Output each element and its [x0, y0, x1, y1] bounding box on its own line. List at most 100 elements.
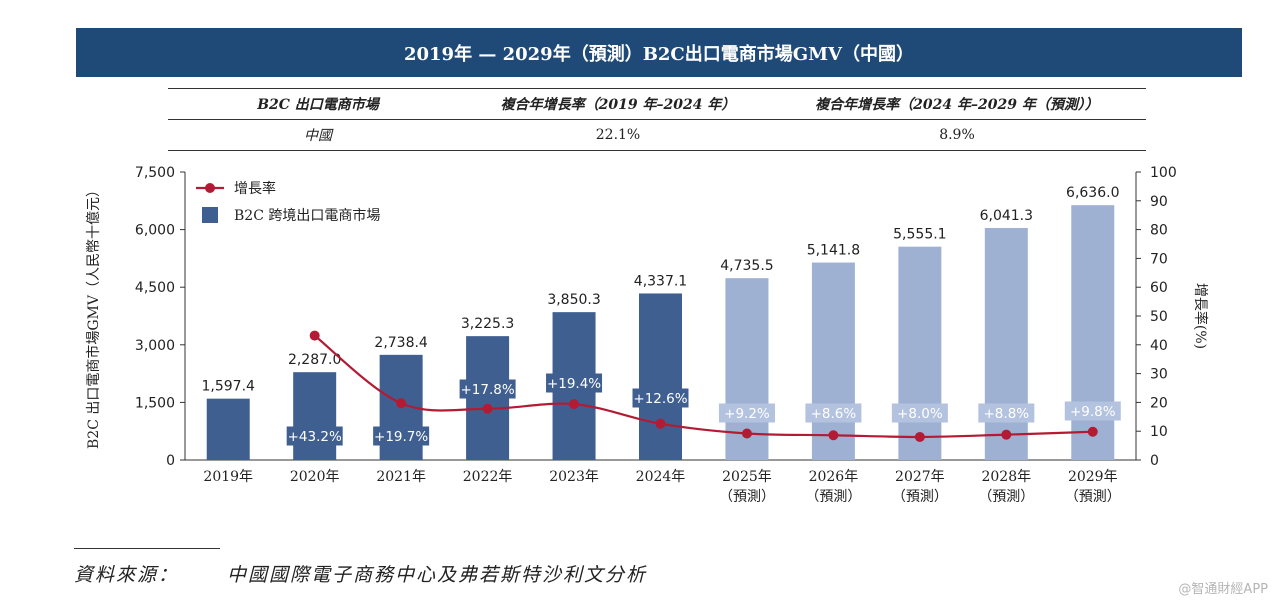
x-tick-label: 2019年	[203, 469, 253, 485]
x-tick-label: 2026年	[809, 469, 859, 485]
right-tick-label: 70	[1150, 251, 1168, 267]
growth-point	[309, 330, 320, 341]
bar-value-label: 6,636.0	[1066, 185, 1119, 201]
bar-value-label: 6,041.3	[980, 208, 1033, 224]
left-tick-label: 1,500	[135, 395, 175, 411]
bar-7	[811, 262, 855, 460]
growth-point	[396, 398, 407, 409]
growth-point	[1001, 429, 1012, 440]
growth-label-box	[546, 373, 603, 393]
growth-label-box	[1064, 401, 1121, 421]
legend-line-label: 增長率	[234, 180, 276, 197]
growth-label: +17.8%	[460, 382, 514, 398]
left-axis-title: B2C 出口電商市場GMV（人民幣十億元）	[85, 183, 102, 449]
x-tick-label: 2021年	[376, 469, 426, 485]
bar-value-label: 4,735.5	[720, 258, 773, 274]
cagr-cell-2024-2029: 8.9%	[939, 127, 975, 143]
growth-label: +19.4%	[547, 376, 601, 392]
growth-label: +9.8%	[1070, 404, 1116, 420]
cagr-table: B2C 出口電商市場 複合年增長率（2019 年–2024 年） 複合年增長率（…	[168, 88, 1146, 151]
left-tick-label: 6,000	[135, 223, 175, 239]
bar-0	[206, 398, 250, 460]
watermark: @智通財經APP	[1178, 582, 1268, 597]
bar-value-label: 3,850.3	[547, 292, 600, 308]
legend-line-marker	[205, 183, 215, 193]
x-tick-label: 2027年	[895, 469, 945, 485]
x-tick-label: 2020年	[290, 469, 340, 485]
left-tick-label: 4,500	[135, 280, 175, 296]
growth-label-box	[459, 379, 516, 399]
growth-point	[569, 399, 580, 410]
bar-value-label: 2,738.4	[374, 335, 428, 351]
right-tick-label: 20	[1150, 395, 1168, 411]
growth-label: +43.2%	[288, 429, 342, 445]
cagr-cell-2019-2024: 22.1%	[595, 127, 641, 143]
cagr-header-row: B2C 出口電商市場 複合年增長率（2019 年–2024 年） 複合年增長率（…	[168, 88, 1146, 120]
bar-value-label: 5,555.1	[893, 227, 946, 243]
left-tick-label: 7,500	[135, 165, 175, 181]
x-tick-label: （預測）	[1065, 489, 1121, 505]
x-tick-label: （預測）	[892, 489, 948, 505]
growth-label-box	[805, 403, 862, 423]
x-tick-label: 2028年	[981, 469, 1031, 485]
growth-label: +8.0%	[897, 406, 943, 422]
left-tick-label: 0	[166, 453, 175, 469]
x-tick-label: （預測）	[719, 489, 775, 505]
cagr-header-2019-2024: 複合年增長率（2019 年–2024 年）	[500, 97, 736, 113]
right-tick-label: 0	[1150, 453, 1159, 469]
bar-value-label: 3,225.3	[461, 316, 514, 332]
source-label: 資料來源：	[74, 564, 180, 586]
cagr-cell-market: 中國	[304, 128, 332, 144]
bar-1	[293, 372, 337, 460]
bar-8	[898, 246, 942, 460]
gmv-chart: 0 1,500 3,000 4,500 6,000 7,500 0 10 20 30 40 50 60 7…	[85, 165, 1209, 505]
right-tick-label: 30	[1150, 367, 1168, 383]
growth-point	[482, 403, 493, 414]
growth-label: +9.2%	[724, 406, 770, 422]
growth-label-box	[978, 403, 1035, 423]
x-tick-label: 2029年	[1068, 469, 1118, 485]
bar-value-label: 5,141.8	[807, 243, 860, 259]
source-text: 中國國際電子商務中心及弗若斯特沙利文分析	[227, 564, 648, 586]
right-tick-label: 60	[1150, 280, 1168, 296]
left-tick-label: 3,000	[135, 338, 175, 354]
growth-point	[914, 431, 925, 442]
x-tick-label: 2023年	[549, 469, 599, 485]
growth-point	[1087, 426, 1098, 437]
growth-label-box	[718, 403, 775, 423]
growth-point	[655, 418, 666, 429]
bar-9	[984, 228, 1028, 460]
growth-label: +19.7%	[374, 429, 428, 445]
cagr-header-2024-2029: 複合年增長率（2024 年–2029 年（預測））	[815, 97, 1099, 113]
x-tick-label: 2025年	[722, 469, 772, 485]
growth-point	[828, 430, 839, 441]
right-tick-label: 50	[1150, 309, 1168, 325]
right-tick-label: 90	[1150, 194, 1168, 210]
growth-label-box	[891, 403, 948, 423]
cagr-data-row: 中國 22.1% 8.9%	[168, 120, 1146, 151]
source-note: 資料來源： 中國國際電子商務中心及弗若斯特沙利文分析	[74, 560, 647, 587]
x-tick-label: （預測）	[805, 489, 861, 505]
cagr-header-market: B2C 出口電商市場	[257, 97, 379, 113]
x-tick-label: （預測）	[978, 489, 1034, 505]
growth-label: +12.6%	[633, 391, 687, 407]
right-axis-title: 增長率(%)	[1192, 283, 1209, 349]
growth-point	[741, 428, 752, 439]
x-tick-label: 2022年	[463, 469, 513, 485]
bar-value-label: 1,597.4	[202, 379, 256, 395]
right-tick-label: 40	[1150, 338, 1168, 354]
growth-label-box	[632, 388, 689, 408]
right-tick-label: 10	[1150, 424, 1168, 440]
right-tick-label: 100	[1150, 165, 1177, 181]
right-tick-label: 80	[1150, 223, 1168, 239]
legend-bar-swatch	[202, 207, 218, 223]
growth-label-box	[286, 426, 343, 446]
bar-value-label: 2,287.0	[288, 352, 341, 368]
growth-line	[314, 334, 1093, 439]
bar-10	[1071, 205, 1115, 460]
source-divider	[74, 548, 220, 549]
bar-5	[639, 293, 682, 460]
legend-bar-label: B2C 跨境出口電商市場	[234, 207, 380, 224]
chart-title: 2019年 — 2029年（預測）B2C出口電商市場GMV（中國）	[76, 28, 1242, 77]
growth-label: +8.8%	[984, 406, 1030, 422]
